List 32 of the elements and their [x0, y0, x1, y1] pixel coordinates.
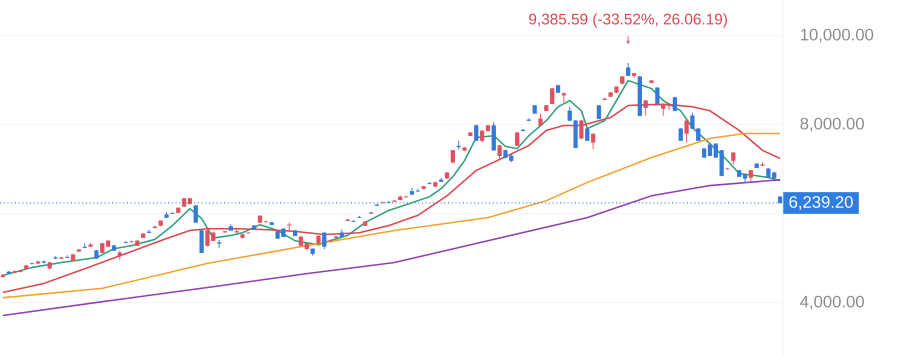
candlestick: [550, 88, 554, 105]
ref-line-label: 6,239.20: [789, 196, 853, 210]
candlestick: [562, 92, 566, 103]
line-series: [2, 132, 781, 298]
annotation: 9,385.59 (-33.52%, 26.06.19): [529, 13, 727, 28]
candlestick: [538, 113, 543, 126]
candlestick: [626, 62, 630, 77]
candlestick: [684, 120, 689, 143]
y-tick-label: 10,000.00: [800, 28, 874, 42]
candlestick: [118, 250, 122, 260]
line-series: [2, 80, 781, 276]
candlestick: [596, 104, 602, 120]
line-series: [2, 179, 781, 316]
candlestick: [655, 86, 660, 104]
candlestick: [644, 100, 648, 116]
candlestick: [731, 152, 736, 166]
candlestick: [450, 149, 455, 164]
candlestick: [672, 96, 678, 112]
y-tick-label: 8,000.00: [800, 118, 864, 132]
candlestick: [322, 232, 326, 250]
candlestick: [497, 144, 502, 161]
candlestick: [579, 120, 584, 140]
candlestick: [585, 128, 590, 142]
candlestick: [515, 132, 520, 146]
candlestick: [194, 204, 198, 223]
candlestick: [474, 124, 478, 142]
candlestick: [456, 140, 461, 150]
candlestick: [678, 128, 683, 142]
y-tick-label: 4,000.00: [800, 296, 864, 310]
candlestick: [199, 229, 204, 254]
line-series: [2, 104, 781, 294]
candlestick: [590, 133, 596, 150]
